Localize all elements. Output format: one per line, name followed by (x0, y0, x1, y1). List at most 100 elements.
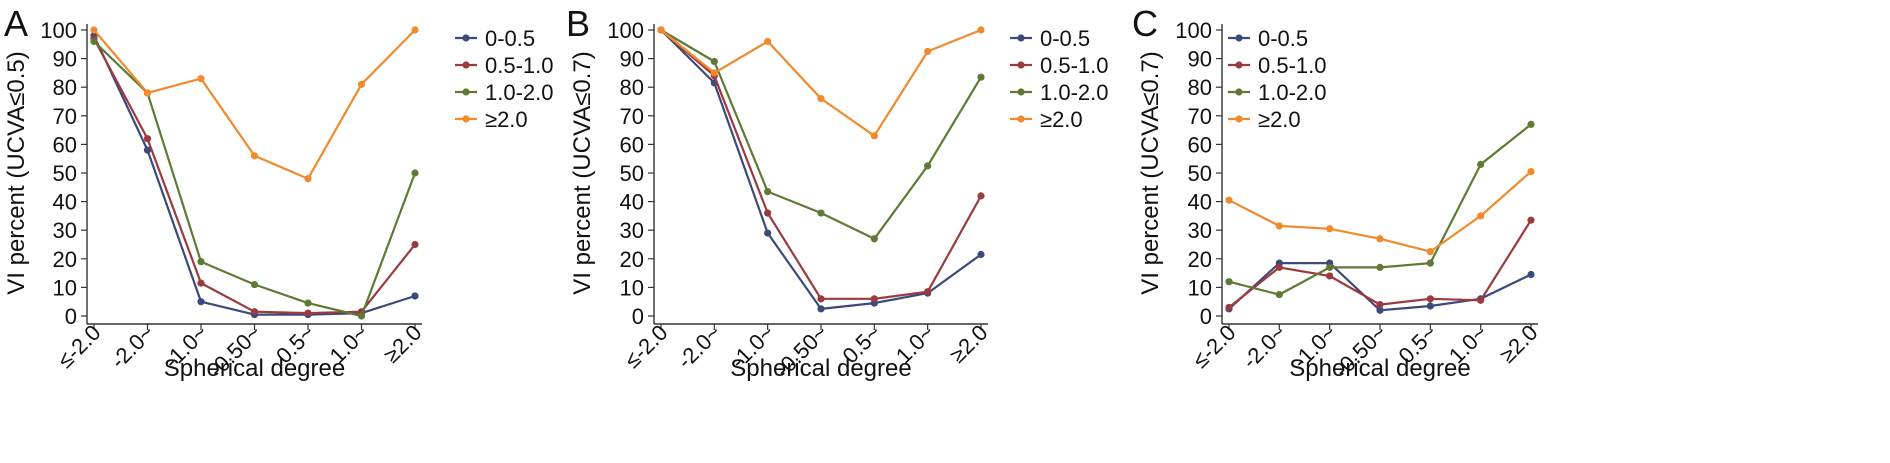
legend-swatch-marker (1235, 34, 1243, 42)
legend-swatch-marker (1017, 115, 1025, 123)
series-ge2-0 (90, 26, 419, 183)
data-point (411, 169, 419, 177)
y-tick-label: 70 (620, 104, 644, 129)
y-tick-label: 80 (620, 75, 644, 100)
x-tick-label-le-2-0: ≤-2.0 (53, 320, 106, 373)
y-tick-label: 10 (53, 275, 77, 300)
y-tick-label: 70 (1188, 104, 1212, 129)
data-point (764, 229, 772, 237)
data-point (1376, 306, 1384, 314)
y-tick-label: 10 (620, 275, 644, 300)
y-tick-label: 60 (620, 132, 644, 157)
data-point (1275, 222, 1283, 230)
y-axis-title: VI percent (UCVA≤0.5) (3, 51, 30, 294)
data-point (870, 132, 878, 140)
data-point (924, 162, 932, 170)
legend-swatch-marker (1235, 88, 1243, 96)
legend-swatch-marker (462, 88, 470, 96)
legend-label: ≥2.0 (485, 107, 528, 132)
y-tick-label: 60 (1188, 132, 1212, 157)
data-point (197, 258, 205, 266)
data-point (304, 299, 312, 307)
y-tick-label: 20 (620, 247, 644, 272)
legend-item-0-0-5: 0-0.5 (455, 26, 535, 51)
y-tick-label: 30 (620, 218, 644, 243)
data-point (764, 209, 772, 217)
data-point (1477, 212, 1485, 220)
data-point (1376, 263, 1384, 271)
legend: 0-0.50.5-1.01.0-2.0≥2.0 (455, 26, 554, 132)
legend-label: 0-0.5 (1040, 26, 1090, 51)
data-point (1326, 272, 1334, 280)
data-point (411, 240, 419, 249)
legend-label: 0.5-1.0 (1040, 53, 1109, 78)
data-point (1326, 225, 1334, 233)
y-tick-label: 50 (53, 161, 77, 186)
legend-item-1-0-2-0: 1.0-2.0 (1010, 80, 1109, 105)
legend-swatch-marker (462, 115, 470, 123)
data-point (250, 152, 259, 160)
legend-item-1-0-2-0: 1.0-2.0 (455, 80, 554, 105)
series-1-0-2-0 (657, 26, 985, 243)
legend-swatch-marker (1017, 34, 1025, 42)
data-point (977, 192, 985, 200)
y-tick-label: 70 (53, 104, 77, 129)
y-tick-label: 40 (53, 190, 77, 215)
x-tick-label-le-2-0: ≤-2.0 (620, 320, 673, 373)
series-line-0-5-1-0 (660, 29, 982, 300)
legend-swatch-marker (462, 61, 470, 69)
data-point (1225, 303, 1233, 312)
x-axis-title: Spherical degree (730, 355, 911, 382)
data-point (764, 187, 772, 196)
x-tick-label-2-0plus: -2.0~ (1237, 320, 1291, 374)
panel-letter: C (1132, 3, 1158, 44)
data-point (1527, 270, 1535, 279)
legend-item-0-5-1-0: 0.5-1.0 (1010, 53, 1109, 78)
series-ge2-0 (657, 26, 985, 140)
data-point (250, 280, 259, 289)
legend: 0-0.50.5-1.01.0-2.0≥2.0 (1228, 26, 1327, 132)
data-point (1426, 302, 1434, 310)
legend-swatch-marker (1017, 88, 1025, 96)
data-point (924, 288, 932, 296)
x-tick-label-2-0plus: -2.0~ (672, 320, 726, 374)
y-tick-label: 60 (53, 132, 77, 157)
data-point (357, 312, 366, 320)
legend-item-0-0-5: 0-0.5 (1228, 26, 1308, 51)
x-axis-title: Spherical degree (164, 355, 345, 382)
legend-swatch-marker (1017, 61, 1025, 69)
y-tick-label: 0 (632, 304, 644, 329)
x-axis-title: Spherical degree (1289, 355, 1470, 382)
legend-item-ge2-0: ≥2.0 (455, 107, 528, 132)
legend-swatch-marker (1235, 61, 1243, 69)
data-point (90, 26, 98, 34)
data-point (764, 37, 772, 46)
data-point (977, 26, 985, 34)
legend-label: 1.0-2.0 (1040, 80, 1109, 105)
y-tick-label: 50 (1188, 161, 1212, 186)
series-1-0-2-0 (90, 37, 419, 320)
legend-label: 1.0-2.0 (1258, 80, 1327, 105)
panel-letter: A (4, 3, 28, 44)
x-tick-label-le-2-0: ≤-2.0 (1188, 320, 1241, 373)
x-tick-label-ge2-0: ≥2.0 (945, 320, 993, 368)
y-axis-title: VI percent (UCVA≤0.7) (569, 51, 596, 294)
data-point (197, 75, 205, 83)
y-tick-label: 80 (53, 75, 77, 100)
data-point (197, 279, 205, 287)
data-point (1426, 259, 1434, 267)
data-point (143, 89, 152, 97)
data-point (1426, 248, 1434, 256)
y-tick-label: 0 (1200, 304, 1212, 329)
data-point (817, 209, 825, 217)
data-point (197, 298, 205, 306)
y-tick-label: 40 (1188, 190, 1212, 215)
series-0-5-1-0 (1225, 216, 1535, 312)
legend-item-0-5-1-0: 0.5-1.0 (1228, 53, 1327, 78)
y-tick-label: 20 (53, 247, 77, 272)
data-point (817, 305, 825, 313)
y-tick-label: 0 (65, 304, 77, 329)
data-point (304, 309, 312, 317)
